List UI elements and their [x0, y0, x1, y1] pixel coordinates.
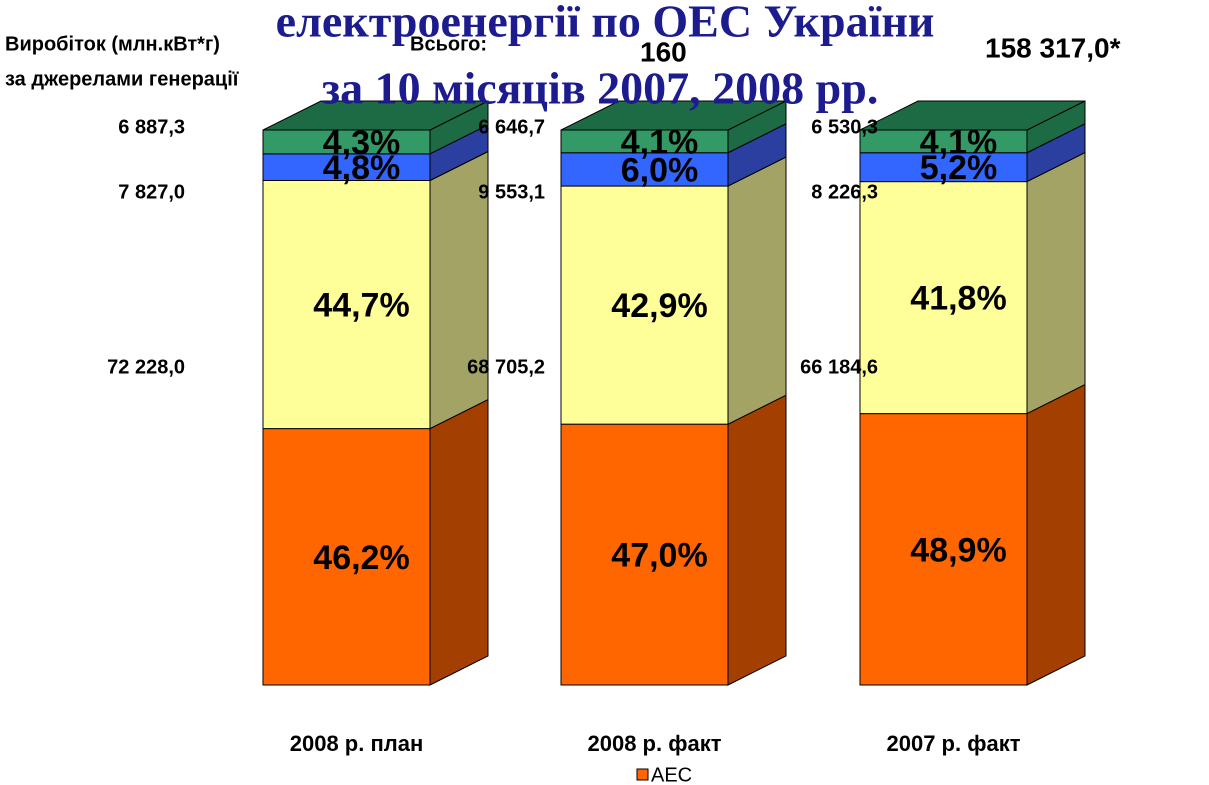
bar-segment: [859, 122, 1086, 183]
labels: 46,2%44,7%4,8%4,3%47,0%42,9%6,0%4,1%48,9…: [313, 123, 1006, 576]
plot: [262, 100, 1086, 686]
bar-segment: [560, 122, 787, 187]
generation-label: 6 530,3: [811, 116, 878, 138]
bar-segment: [859, 100, 1086, 154]
headline: Виробіток (млн.кВт*г): [5, 33, 220, 55]
bar-segment: [560, 394, 787, 686]
value-label: 6,0%: [621, 151, 699, 189]
legend-swatch: [636, 768, 649, 781]
value-label: 4,8%: [323, 149, 401, 187]
bar-front: [560, 152, 729, 187]
value-label: 4,1%: [621, 123, 699, 161]
bar-top: [859, 100, 1086, 131]
bar-top: [262, 100, 489, 131]
value-label: 46,2%: [313, 539, 409, 577]
value-label: 4,3%: [323, 124, 401, 162]
value-label: 5,2%: [920, 149, 998, 187]
bar-side: [1026, 151, 1086, 415]
bar-top: [560, 100, 787, 131]
bar-front: [859, 181, 1028, 415]
bar-front: [859, 152, 1028, 183]
bar-front: [262, 180, 431, 430]
value-label: 42,9%: [611, 287, 707, 325]
legend-label: АЕС: [651, 764, 692, 785]
bar-segment: [262, 150, 489, 430]
chart-title: електроенергії по ОЕС України: [276, 0, 935, 47]
generation-label: 7 827,0: [118, 181, 185, 203]
bar-segment: [560, 156, 787, 425]
x-tick-label: 2007 р. факт: [887, 731, 1021, 756]
headline: Всього:: [410, 33, 487, 55]
generation-label: 6 887,3: [118, 116, 185, 138]
value-label: 48,9%: [910, 531, 1006, 569]
value-label: 41,8%: [910, 280, 1006, 318]
generation-label: 6 646,7: [478, 116, 545, 138]
bar-segment: [859, 383, 1086, 686]
bar-front: [859, 413, 1028, 686]
bar-side: [727, 156, 787, 425]
generation-label: 68 705,2: [467, 356, 545, 378]
bar-front: [560, 185, 729, 425]
x-tick-label: 2008 р. план: [290, 731, 424, 756]
headline: 160: [640, 36, 687, 67]
chart-title: за 10 місяців 2007, 2008 рр.: [322, 63, 879, 114]
generation-label: 9 553,1: [478, 181, 545, 203]
generation-label: 72 228,0: [107, 356, 185, 378]
x-tick-label: 2008 р. факт: [588, 731, 722, 756]
headline-total: 158 317,0*: [985, 32, 1121, 63]
bar-segment: [859, 151, 1086, 415]
bar-segment: [262, 100, 489, 155]
generation-label: 66 184,6: [800, 356, 878, 378]
bar-side: [727, 394, 787, 686]
bar-side: [429, 398, 489, 686]
generation-label: 8 226,3: [811, 181, 878, 203]
headline: за джерелами генерації: [5, 68, 239, 90]
value-label: 4,1%: [920, 123, 998, 161]
value-label: 47,0%: [611, 537, 707, 575]
bar-segment: [560, 100, 787, 154]
bar-side: [1026, 383, 1086, 686]
value-label: 44,7%: [313, 287, 409, 325]
bar-front: [560, 423, 729, 686]
